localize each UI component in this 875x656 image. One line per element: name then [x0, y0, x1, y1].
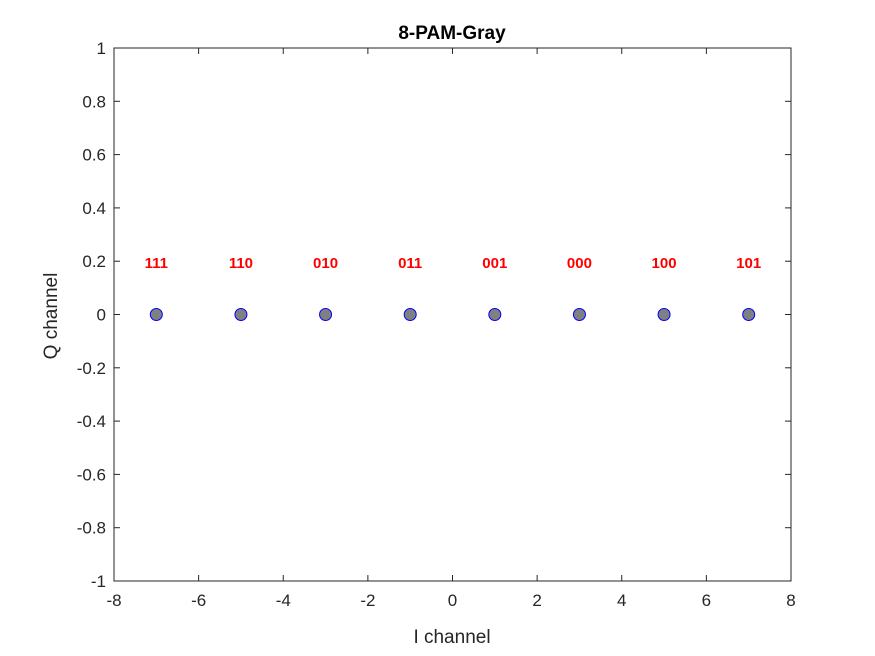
x-tick-label: 0 [448, 591, 457, 610]
data-point-marker [403, 308, 417, 321]
data-point-marker [319, 308, 333, 321]
data-point-marker [149, 308, 163, 321]
x-tick-label: -6 [191, 591, 206, 610]
y-tick-label: 0.2 [82, 252, 106, 271]
y-tick-label: -0.6 [77, 465, 106, 484]
y-tick-label: 1 [97, 39, 106, 58]
data-point-label: 000 [567, 255, 592, 272]
data-point-label: 101 [736, 255, 761, 272]
x-tick-label: -8 [106, 591, 121, 610]
axis-ticks: -8 -6 -4 -2 0 2 4 6 8 -1 -0.8 -0.6 -0.4 -0.2 0 0.2 0.4 0.… [77, 39, 796, 610]
data-point-marker [572, 308, 586, 321]
y-tick-label: -1 [91, 572, 106, 591]
y-tick-label: 0.8 [82, 92, 106, 111]
data-point-label: 100 [652, 255, 677, 272]
plot-area [113, 47, 792, 582]
data-point-marker [488, 308, 502, 321]
x-tick-label: 4 [617, 591, 626, 610]
x-tick-label: -4 [276, 591, 291, 610]
data-point-label: 010 [313, 255, 338, 272]
data-point-label: 011 [398, 255, 422, 272]
x-tick-label: 8 [786, 591, 795, 610]
y-tick-label: 0.4 [82, 199, 106, 218]
y-tick-label: -0.2 [77, 359, 106, 378]
data-points: 111 110 010 011 001 000 100 101 [145, 255, 761, 321]
data-point-label: 111 [145, 255, 168, 272]
data-point-marker [234, 308, 248, 321]
x-axis-label: I channel [413, 627, 490, 648]
x-tick-label: 6 [702, 591, 711, 610]
y-tick-label: -0.8 [77, 519, 106, 538]
data-point-marker [657, 308, 671, 321]
y-tick-label: -0.4 [77, 412, 106, 431]
x-tick-label: 2 [532, 591, 541, 610]
y-tick-label: 0 [97, 306, 106, 325]
data-point-marker [742, 308, 756, 321]
chart-title: 8-PAM-Gray [398, 23, 506, 44]
data-point-label: 001 [482, 255, 507, 272]
y-tick-label: 0.6 [82, 146, 106, 165]
data-point-label: 110 [229, 255, 253, 272]
x-tick-label: -2 [360, 591, 375, 610]
y-axis-label: Q channel [41, 273, 62, 360]
